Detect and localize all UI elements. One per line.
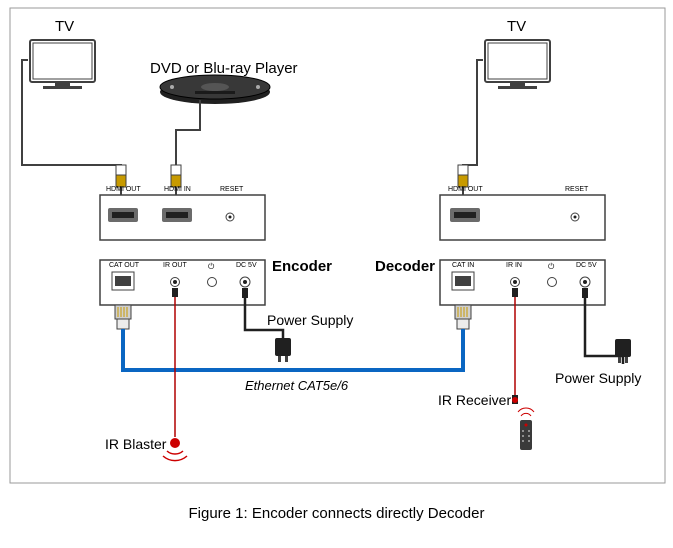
tv-right-label: TV [507,18,526,35]
player-label: DVD or Blu-ray Player [150,60,298,77]
dec-ir-in-label: IR IN [506,262,522,269]
enc-hdmi-out-label: HDMI OUT [106,186,141,193]
enc-pwr-label: ⏻ [208,262,214,272]
power-supply-left-icon [275,338,291,362]
enc-hdmi-in-label: HDMI IN [164,186,191,193]
enc-reset-label: RESET [220,186,243,193]
rj45-encoder [115,305,131,329]
encoder-label: Encoder [272,258,332,275]
diagram-canvas [0,0,673,548]
dec-dc-label: DC 5V [576,262,597,269]
dec-hdmi-out-label: HDMI OUT [448,186,483,193]
encoder-top [100,195,265,240]
enc-ir-out-label: IR OUT [163,262,187,269]
tv-left [30,40,95,89]
ir-receiver-label: IR Receiver [438,392,511,408]
decoder-label: Decoder [375,258,435,275]
rj45-decoder [455,305,471,329]
tv-left-label: TV [55,18,74,35]
ps-left-label: Power Supply [267,312,353,328]
hdmi-plug-player [171,165,181,187]
hdmi-plug-right [458,165,468,187]
ir-blaster-label: IR Blaster [105,436,166,452]
enc-dc-label: DC 5V [236,262,257,269]
figure-caption: Figure 1: Encoder connects directly Deco… [0,505,673,522]
dec-cat-in-label: CAT IN [452,262,474,269]
ir-blaster-icon [163,438,187,461]
tv-right [485,40,550,89]
player [160,75,270,104]
hdmi-plug-left [116,165,126,187]
ethernet-label: Ethernet CAT5e/6 [245,378,348,393]
ps-right-label: Power Supply [555,370,641,386]
decoder-top [440,195,605,240]
dec-pwr-label: ⏻ [548,262,554,272]
enc-cat-out-label: CAT OUT [109,262,139,269]
remote-icon [518,408,534,450]
dec-reset-label: RESET [565,186,588,193]
ir-receiver-icon [512,395,518,404]
